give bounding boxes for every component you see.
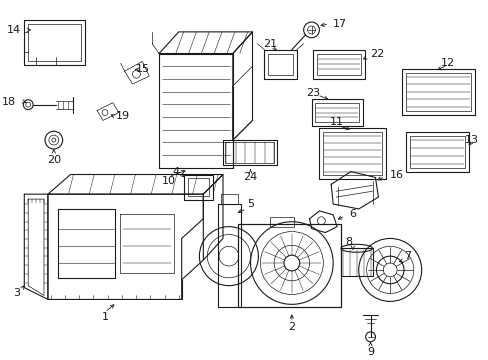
Bar [268,54,292,75]
Text: 12: 12 [440,58,454,68]
Bar [319,128,386,179]
Text: 19: 19 [115,112,129,121]
Bar [24,20,85,65]
Text: 5: 5 [246,199,254,209]
Bar [405,73,470,111]
Bar [187,179,209,196]
Bar [340,248,372,276]
Text: 2: 2 [288,322,295,332]
Bar [270,217,293,227]
Text: 13: 13 [464,135,478,145]
Text: 6: 6 [348,209,355,219]
Bar [317,54,360,75]
Text: 22: 22 [370,49,384,59]
Text: 8: 8 [345,237,352,247]
Bar [224,142,274,163]
Text: 24: 24 [243,172,257,183]
Text: 16: 16 [389,170,404,180]
Bar [323,132,382,175]
Text: 3: 3 [13,288,20,298]
Text: 15: 15 [135,64,149,74]
Bar [409,136,464,168]
Bar [183,175,213,200]
Text: 20: 20 [47,155,61,165]
Bar [315,103,358,122]
Bar [28,24,81,62]
Text: 23: 23 [306,88,320,98]
Bar [311,99,362,126]
Text: 10: 10 [162,176,176,186]
Text: 4: 4 [172,167,179,176]
Text: 11: 11 [329,117,344,127]
Text: 7: 7 [404,251,411,261]
Text: 9: 9 [366,347,373,356]
Text: 1: 1 [101,312,108,322]
Bar [405,132,468,172]
Text: 17: 17 [332,19,346,29]
Text: 21: 21 [263,39,277,49]
Bar [401,69,474,114]
Text: 18: 18 [2,97,17,107]
Text: 14: 14 [7,25,21,35]
Bar [313,50,364,79]
